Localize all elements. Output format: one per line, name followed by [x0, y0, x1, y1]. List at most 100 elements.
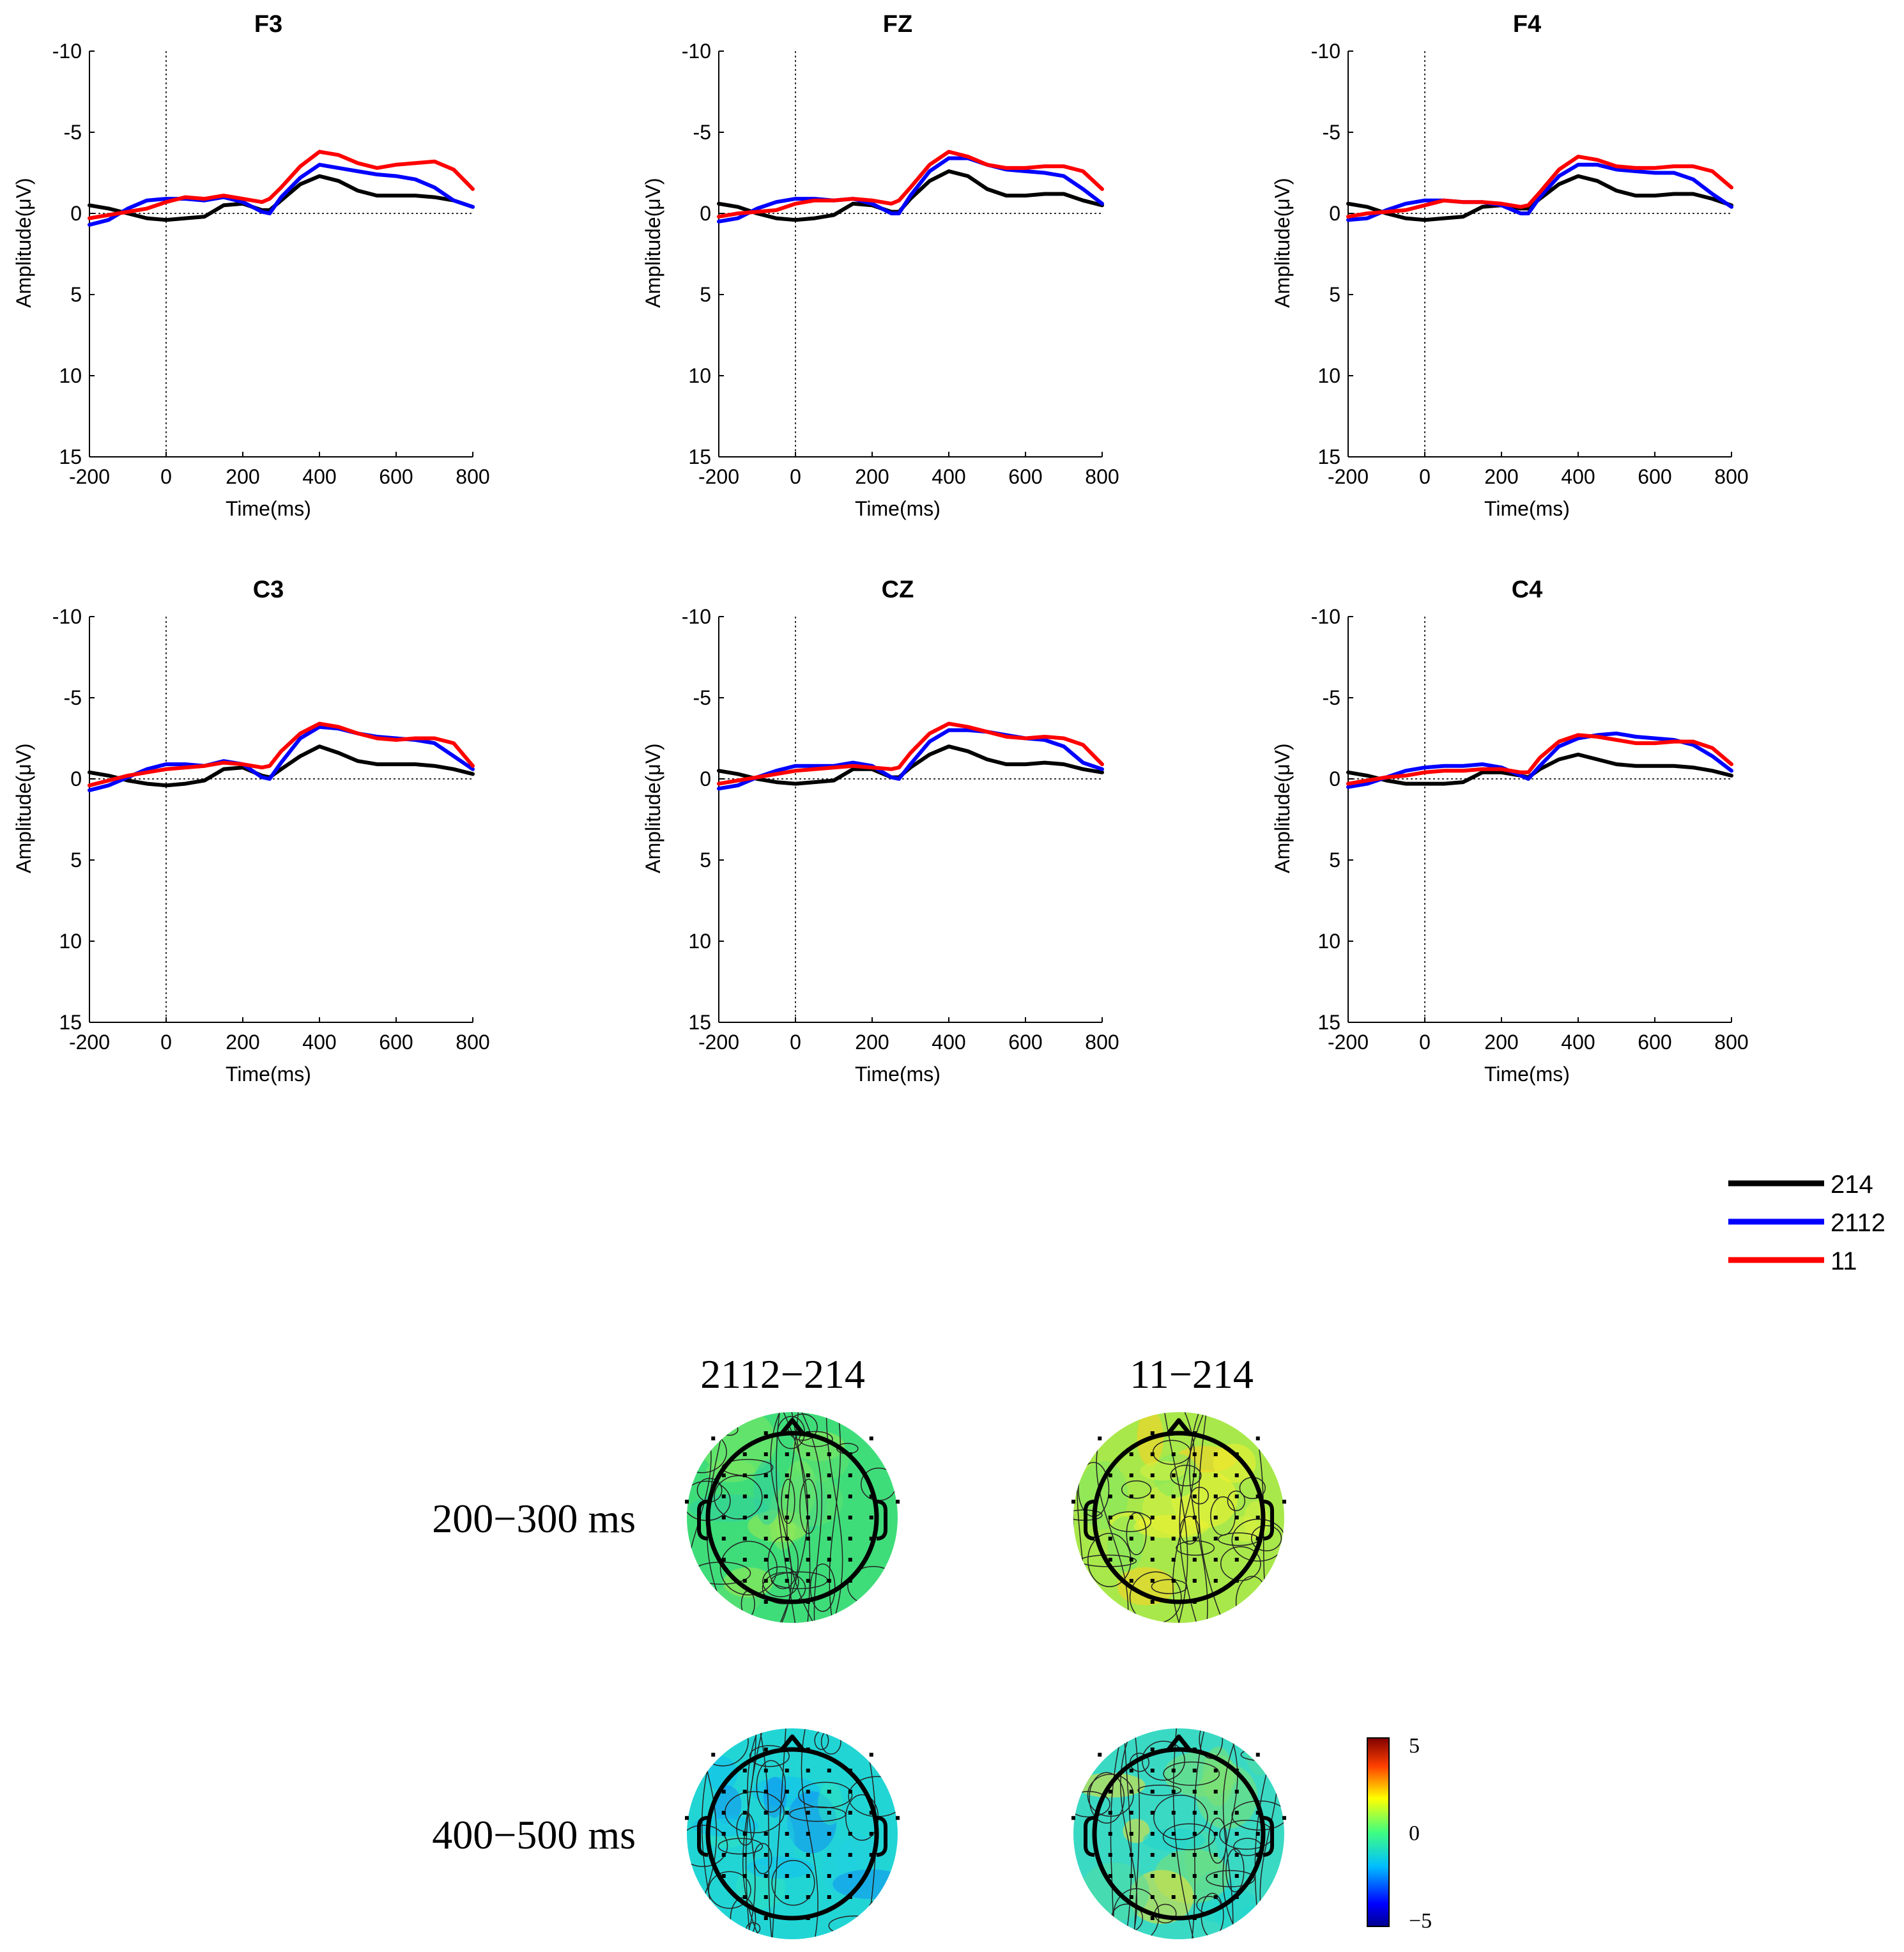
- y-tick-label: 5: [700, 283, 711, 306]
- left-ear: [697, 1816, 709, 1857]
- x-tick-label: 0: [790, 465, 801, 488]
- electrode: [1234, 1790, 1239, 1794]
- x-axis-label: Time(ms): [1484, 497, 1570, 520]
- contour: [1199, 1728, 1224, 1759]
- electrode: [1255, 1495, 1260, 1498]
- electrode: [742, 1811, 747, 1815]
- topomap-blob: [1142, 1828, 1205, 1852]
- right-ear: [876, 1816, 887, 1857]
- electrode: [785, 1853, 789, 1857]
- electrode: [1255, 1753, 1260, 1757]
- erp-panel-fz: FZ -10 -5 0 5 10 15-200 0 200 400 600 800 Time(ms) Am…: [641, 11, 1119, 520]
- electrode: [1171, 1516, 1176, 1519]
- erp-panel-cz: CZ -10 -5 0 5 10 15-200 0 200 400 600 800 Time(ms) Am…: [641, 576, 1119, 1086]
- contour: [1073, 1412, 1077, 1623]
- electrodes: [685, 1431, 900, 1604]
- contour: [771, 1860, 815, 1906]
- topomap-blob: [1133, 1514, 1209, 1539]
- electrode: [742, 1769, 747, 1772]
- contour: [767, 1536, 799, 1590]
- electrodes: [1071, 1431, 1286, 1604]
- series-line-2112: [717, 728, 1104, 791]
- panel-title: C3: [253, 576, 284, 603]
- y-tick-label: 15: [1317, 445, 1340, 468]
- electrode: [1171, 1748, 1176, 1751]
- electrode: [1192, 1769, 1197, 1772]
- y-tick-label: 0: [700, 202, 711, 225]
- electrode: [742, 1495, 747, 1498]
- contour: [1073, 1791, 1110, 1818]
- y-tick-label: 0: [70, 202, 82, 225]
- electrode: [1108, 1811, 1112, 1815]
- electrode: [1192, 1516, 1197, 1519]
- electrode: [764, 1495, 768, 1498]
- series-line-2112: [1346, 162, 1733, 222]
- contour: [772, 1728, 787, 1939]
- electrode: [711, 1753, 716, 1757]
- x-tick-label: 200: [1484, 465, 1518, 488]
- electrode: [1255, 1853, 1260, 1857]
- electrode: [764, 1853, 768, 1857]
- electrode: [1213, 1811, 1218, 1815]
- electrode: [685, 1500, 689, 1504]
- electrode: [848, 1537, 852, 1541]
- electrode: [742, 1895, 747, 1899]
- contour: [1129, 1571, 1182, 1623]
- electrode: [742, 1516, 747, 1519]
- electrode: [1108, 1790, 1112, 1794]
- electrode: [1255, 1537, 1260, 1541]
- contour: [801, 1412, 822, 1623]
- nose: [1167, 1418, 1191, 1435]
- electrode: [1129, 1579, 1133, 1583]
- topomap-blob: [1078, 1461, 1128, 1530]
- electrode: [827, 1558, 831, 1562]
- y-tick-label: 15: [1317, 1011, 1340, 1034]
- panel-title: F3: [254, 11, 282, 38]
- electrode: [1192, 1916, 1197, 1920]
- electrode: [764, 1600, 768, 1604]
- electrode: [1213, 1495, 1218, 1498]
- y-tick-label: 5: [700, 849, 711, 872]
- panel-title: F4: [1513, 11, 1541, 38]
- electrode: [1129, 1769, 1133, 1772]
- electrode: [848, 1452, 852, 1456]
- topomap-blob: [746, 1856, 814, 1879]
- contour: [1142, 1741, 1185, 1781]
- electrode: [1171, 1769, 1176, 1772]
- electrode: [827, 1769, 831, 1772]
- electrode: [764, 1790, 768, 1794]
- electrode: [742, 1832, 747, 1836]
- electrode: [848, 1832, 852, 1836]
- electrode: [848, 1769, 852, 1772]
- electrode: [721, 1811, 726, 1815]
- y-tick-label: 15: [688, 1011, 711, 1034]
- electrode: [1150, 1832, 1155, 1836]
- electrode: [896, 1816, 900, 1820]
- electrode: [785, 1558, 789, 1562]
- x-tick-label: -200: [1328, 465, 1369, 488]
- left-ear: [1084, 1816, 1095, 1857]
- electrodes: [685, 1748, 900, 1920]
- electrode: [742, 1790, 747, 1794]
- contour: [868, 1898, 894, 1918]
- electrode: [1150, 1748, 1155, 1751]
- erp-panel-c4: C4 -10 -5 0 5 10 15-200 0 200 400 600 800 Time(ms) Am…: [1271, 576, 1749, 1086]
- contour: [1162, 1823, 1216, 1850]
- y-tick-label: 5: [70, 849, 82, 872]
- electrode: [806, 1874, 810, 1878]
- nose: [1167, 1734, 1191, 1751]
- x-tick-label: 800: [1714, 465, 1748, 488]
- electrode: [1213, 1516, 1218, 1519]
- electrode: [1108, 1473, 1112, 1477]
- electrode: [1171, 1537, 1176, 1541]
- electrode: [721, 1853, 726, 1857]
- electrode: [1098, 1753, 1102, 1757]
- contour: [770, 1412, 792, 1623]
- head-outline: [705, 1431, 879, 1604]
- electrode: [1192, 1790, 1197, 1794]
- electrode: [827, 1874, 831, 1878]
- electrode: [1071, 1500, 1075, 1504]
- electrode: [711, 1436, 716, 1441]
- x-axis-label: Time(ms): [226, 1063, 311, 1086]
